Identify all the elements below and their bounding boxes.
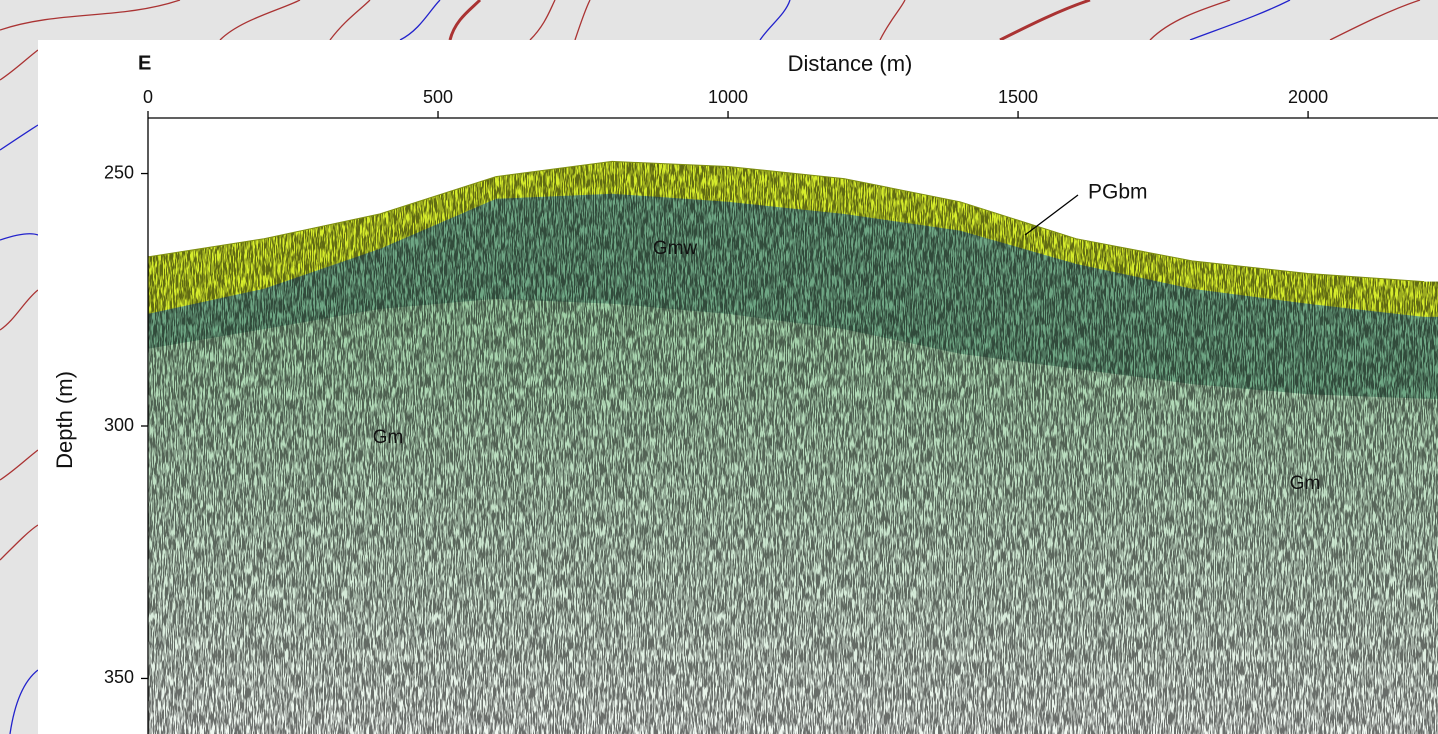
layer-label: Gmw bbox=[653, 238, 698, 259]
y-tick-label: 250 bbox=[104, 162, 134, 182]
layer-label: Gm bbox=[1290, 473, 1321, 494]
x-tick-label: 1500 bbox=[998, 87, 1038, 107]
x-tick-label: 2000 bbox=[1288, 87, 1328, 107]
x-tick-label: 1000 bbox=[708, 87, 748, 107]
page: E Distance (m) Depth (m) PGbm Gmw Gm Gm … bbox=[0, 0, 1438, 734]
x-axis-title: Distance (m) bbox=[788, 51, 913, 76]
y-tick-label: 350 bbox=[104, 667, 134, 687]
y-axis-title: Depth (m) bbox=[52, 371, 77, 469]
layer-label: Gm bbox=[373, 427, 404, 448]
x-tick-label: 0 bbox=[143, 87, 153, 107]
chart: E Distance (m) Depth (m) PGbm Gmw Gm Gm … bbox=[0, 0, 1438, 734]
layer-label: PGbm bbox=[1088, 181, 1148, 204]
y-tick-label: 300 bbox=[104, 415, 134, 435]
x-tick-label: 500 bbox=[423, 87, 453, 107]
corner-label: E bbox=[138, 52, 151, 74]
